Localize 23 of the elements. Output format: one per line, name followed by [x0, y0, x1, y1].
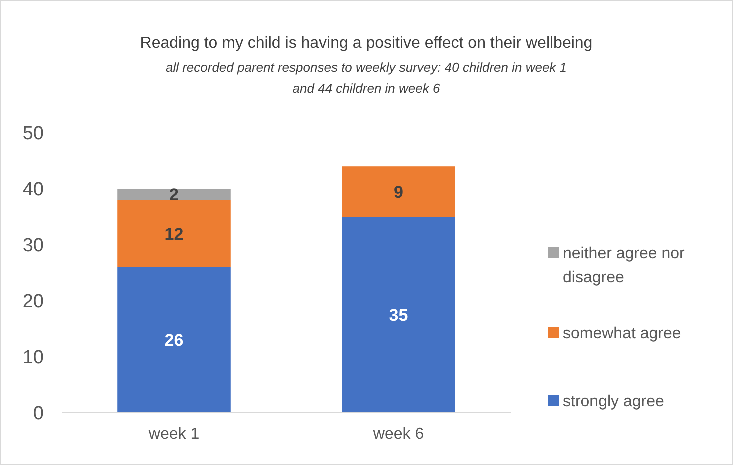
y-tick-label: 10	[22, 348, 44, 369]
bar	[342, 166, 456, 217]
x-tick-label: week 1	[148, 426, 200, 443]
data-label: 12	[164, 224, 184, 244]
data-label: 2	[170, 186, 179, 205]
chart-subtitle: all recorded parent responses to weekly survey: 40 children in week 1 and 44 children in week 6	[166, 60, 568, 96]
y-tick-label: 40	[22, 180, 44, 201]
bar	[118, 200, 231, 268]
y-tick-label: 30	[22, 236, 44, 257]
y-tick-label: 50	[22, 124, 44, 145]
legend-label: strongly agree	[563, 394, 664, 411]
y-tick-label: 0	[33, 404, 44, 425]
data-label: 9	[394, 182, 404, 202]
legend-label: neither agree nor disagree	[563, 246, 686, 287]
y-tick-label: 20	[22, 292, 44, 313]
legend-label: somewhat agree	[563, 326, 682, 343]
data-label: 26	[164, 331, 184, 350]
chart-title: Reading to my child is having a positive effect on their wellbeing	[140, 35, 593, 52]
bar	[342, 217, 456, 413]
bar	[118, 267, 231, 413]
bar	[118, 189, 231, 200]
x-tick-label: week 6	[372, 426, 424, 443]
data-label: 35	[389, 306, 408, 325]
